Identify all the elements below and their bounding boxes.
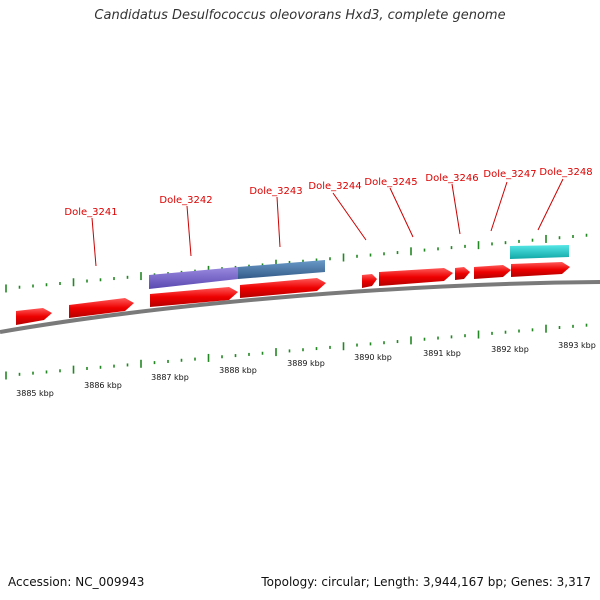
gene-arrow-dole-3246[interactable]: [455, 267, 470, 280]
kbp-label-3885: 3885 kbp: [16, 389, 54, 398]
gene-arrow[interactable]: [16, 308, 52, 325]
gene-arrow[interactable]: [69, 298, 134, 318]
leader-line-dole-3246: [451, 183, 461, 235]
kbp-label-3888: 3888 kbp: [219, 366, 257, 375]
gene-label-dole-3247[interactable]: Dole_3247: [483, 169, 536, 180]
leader-line-dole-3243: [276, 196, 281, 248]
bottom-tick-row: [5, 323, 588, 380]
kbp-label-3892: 3892 kbp: [491, 345, 529, 354]
gene-label-dole-3242[interactable]: Dole_3242: [159, 195, 212, 206]
feature-bar-purple[interactable]: [149, 267, 238, 289]
leader-line-dole-3245: [389, 187, 414, 238]
gene-label-dole-3241[interactable]: Dole_3241: [64, 207, 117, 218]
gene-label-dole-3248[interactable]: Dole_3248: [539, 167, 592, 178]
leader-line-dole-3244: [332, 192, 367, 241]
gene-label-dole-3245[interactable]: Dole_3245: [364, 177, 417, 188]
feature-bar-blue[interactable]: [238, 260, 325, 279]
kbp-label-3886: 3886 kbp: [84, 381, 122, 390]
gene-label-dole-3243[interactable]: Dole_3243: [249, 186, 302, 197]
kbp-label-3893: 3893 kbp: [558, 341, 596, 350]
gene-label-dole-3244[interactable]: Dole_3244: [308, 181, 361, 192]
kbp-label-3889: 3889 kbp: [287, 359, 325, 368]
kbp-label-3891: 3891 kbp: [423, 349, 461, 358]
gene-arrow-dole-3244[interactable]: [362, 274, 377, 288]
gene-label-dole-3246[interactable]: Dole_3246: [425, 173, 478, 184]
gene-arrow-dole-3242[interactable]: [150, 287, 238, 307]
feature-bar-cyan[interactable]: [510, 245, 569, 259]
kbp-label-3887: 3887 kbp: [151, 373, 189, 382]
leader-line-dole-3248: [537, 178, 564, 231]
gene-arrow-dole-3247[interactable]: [474, 265, 511, 279]
gene-arrow-dole-3248[interactable]: [511, 262, 570, 277]
gene-arrow-dole-3245[interactable]: [379, 268, 453, 286]
genome-backbone: [0, 280, 600, 334]
page-title: Candidatus Desulfococcus oleovorans Hxd3…: [94, 8, 506, 23]
accession-text: Accession: NC_009943: [8, 575, 145, 589]
genome-summary-text: Topology: circular; Length: 3,944,167 bp…: [261, 575, 591, 589]
gene-arrow-dole-3243[interactable]: [240, 278, 326, 298]
leader-line-dole-3241: [91, 217, 97, 267]
kbp-label-3890: 3890 kbp: [354, 353, 392, 362]
leader-line-dole-3242: [186, 205, 192, 257]
leader-line-dole-3247: [490, 181, 508, 232]
